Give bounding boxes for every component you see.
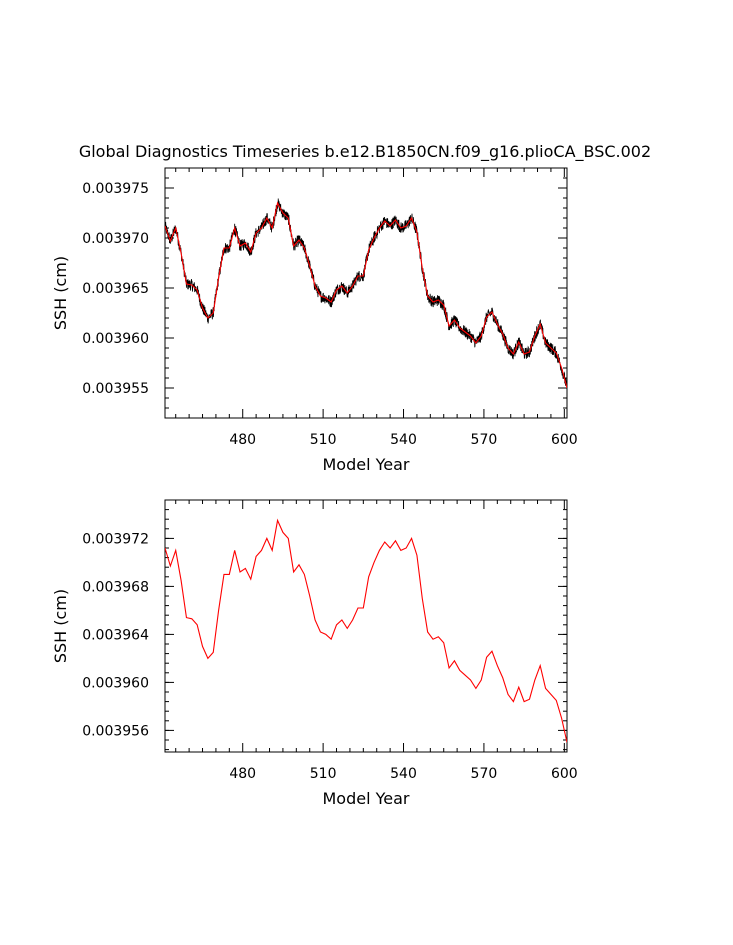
- y-tick-label: 0.003975: [82, 181, 149, 197]
- y-tick-label: 0.003960: [82, 675, 149, 691]
- y-axis-label: SSH (cm): [51, 256, 70, 330]
- x-axis-label: Model Year: [323, 455, 410, 474]
- y-tick-label: 0.003956: [82, 723, 149, 739]
- x-tick-label: 540: [390, 432, 417, 448]
- y-tick-label: 0.003968: [82, 579, 149, 595]
- x-tick-label: 480: [229, 432, 256, 448]
- top-panel: 480 510 540 570 600 0.003955 0.003960 0.003965 0…: [51, 167, 578, 474]
- x-tick-label: 600: [551, 766, 578, 782]
- x-tick-label: 540: [390, 766, 417, 782]
- x-tick-label: 570: [471, 766, 498, 782]
- y-tick-label: 0.003970: [82, 231, 149, 247]
- x-tick-label: 600: [551, 432, 578, 448]
- y-tick-label: 0.003955: [82, 381, 149, 397]
- x-axis-label: Model Year: [323, 789, 410, 808]
- y-tick-label: 0.003960: [82, 331, 149, 347]
- series-line-annual: [165, 518, 567, 743]
- plot-frame: [164, 167, 568, 419]
- x-tick-label: 510: [310, 766, 337, 782]
- y-tick-label: 0.003964: [82, 627, 149, 643]
- x-tick-label: 480: [229, 766, 256, 782]
- y-axis-label: SSH (cm): [51, 589, 70, 663]
- plot-frame: [164, 499, 568, 753]
- series-line-annual: [165, 201, 567, 389]
- bottom-panel: 480 510 540 570 600 0.003956 0.003960 0.003964 0…: [51, 499, 578, 808]
- figure-title: Global Diagnostics Timeseries b.e12.B185…: [79, 142, 651, 162]
- series-line-monthly: [165, 198, 567, 386]
- y-tick-label: 0.003972: [82, 531, 149, 547]
- y-tick-label: 0.003965: [82, 281, 149, 297]
- x-tick-label: 570: [471, 432, 498, 448]
- x-tick-label: 510: [310, 432, 337, 448]
